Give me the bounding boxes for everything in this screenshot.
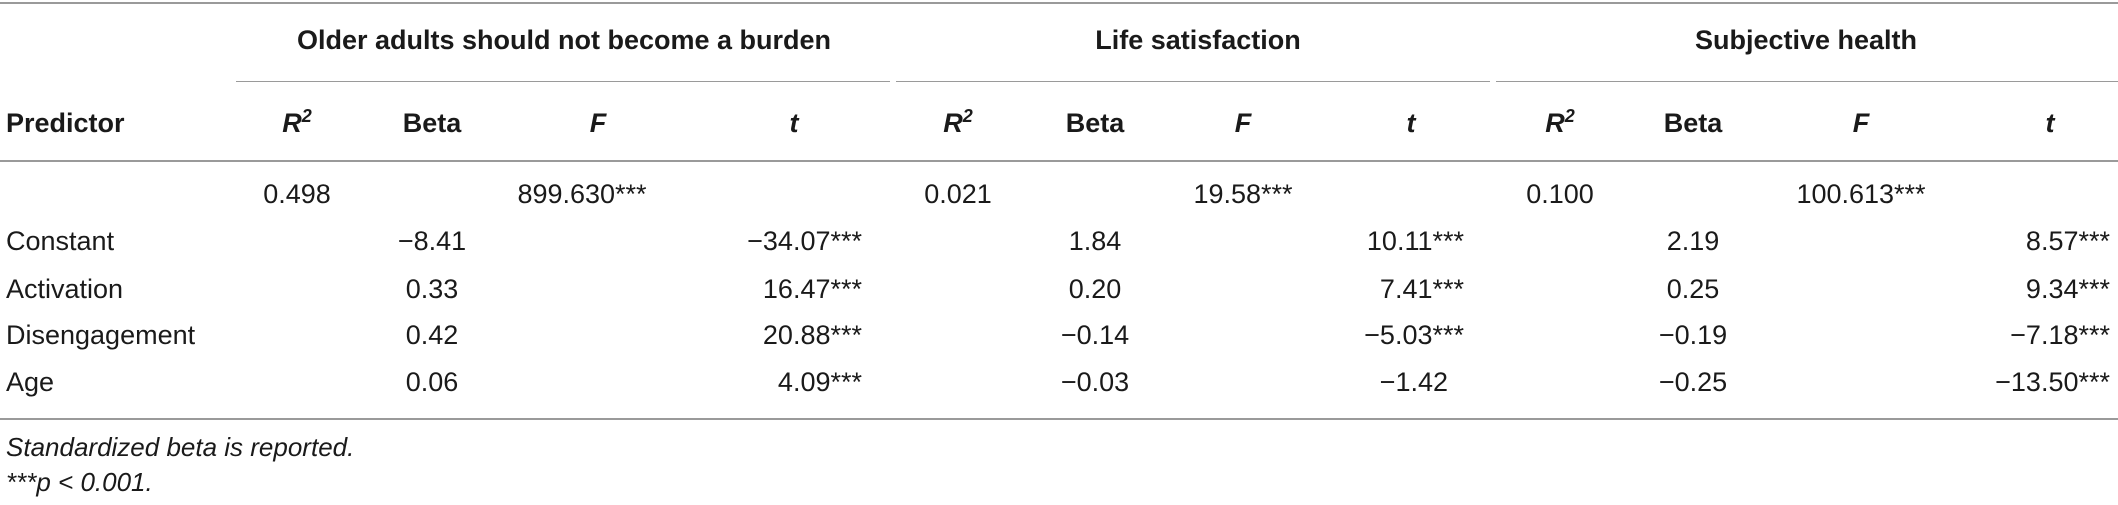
table-footnote: Standardized beta is reported.	[6, 432, 355, 462]
column-header-r2: R2	[1545, 106, 1575, 138]
model-f-value: 19.58***	[1193, 179, 1293, 209]
column-header-r2: R2	[943, 106, 973, 138]
t-value: −5.03***	[1364, 320, 1464, 350]
significance-footnote: ***p < 0.001.	[6, 467, 153, 497]
row-label: Age	[6, 367, 55, 397]
t-value: 8.57***	[2025, 226, 2110, 256]
beta-value: −0.25	[1658, 367, 1728, 397]
t-value: −7.18***	[2010, 320, 2110, 350]
t-value: 16.47***	[762, 274, 862, 304]
beta-value: −0.19	[1658, 320, 1728, 350]
t-value: −34.07***	[747, 226, 862, 256]
table-top-rule	[0, 2, 2118, 4]
column-header-beta: Beta	[1663, 108, 1723, 138]
model-f-value: 0.100	[1526, 179, 1594, 209]
row-label: Constant	[6, 226, 115, 256]
column-header-f: F	[1852, 108, 1870, 138]
beta-value: −0.03	[1060, 367, 1130, 397]
column-header-f: F	[1234, 108, 1252, 138]
t-value: 9.34***	[2025, 274, 2110, 304]
group-header-burden: Older adults should not become a burden	[296, 25, 832, 55]
beta-value: 0.25	[1666, 274, 1720, 304]
row-label: Activation	[6, 274, 124, 304]
column-header-t: t	[789, 108, 799, 138]
model-r2-value: 0.498	[263, 179, 331, 209]
row-label: Disengagement	[6, 320, 196, 350]
beta-value: 2.19	[1666, 226, 1720, 256]
t-value: 4.09***	[777, 367, 862, 397]
group-header-life-satisfaction: Life satisfaction	[1095, 25, 1301, 55]
model-f-value: 100.613***	[1796, 179, 1926, 209]
beta-value: 0.42	[405, 320, 459, 350]
beta-value: 0.33	[405, 274, 459, 304]
model-f-value: 899.630***	[517, 179, 647, 209]
column-header-beta: Beta	[402, 108, 462, 138]
beta-value: 0.06	[405, 367, 459, 397]
beta-value: −0.14	[1060, 320, 1130, 350]
t-value: 20.88***	[762, 320, 862, 350]
beta-value: 1.84	[1068, 226, 1122, 256]
column-header-r2: R2	[282, 106, 312, 138]
t-value: −1.42	[1379, 367, 1448, 397]
group-rule-2	[896, 81, 1490, 82]
beta-value: −8.41	[397, 226, 467, 256]
t-value: 10.11***	[1366, 226, 1464, 256]
column-header-predictor: Predictor	[6, 108, 125, 138]
beta-value: 0.20	[1068, 274, 1122, 304]
group-rule-3	[1496, 81, 2118, 82]
t-value: −13.50***	[1995, 367, 2110, 397]
column-header-t: t	[2045, 108, 2055, 138]
column-header-t: t	[1406, 108, 1416, 138]
table-bottom-rule	[0, 418, 2118, 420]
group-header-subjective-health: Subjective health	[1694, 25, 1918, 55]
t-value: 7.41***	[1379, 274, 1464, 304]
model-r2-value: 0.021	[924, 179, 992, 209]
group-rule-1	[236, 81, 890, 82]
column-header-f: F	[589, 108, 607, 138]
header-bottom-rule	[0, 160, 2118, 162]
column-header-beta: Beta	[1065, 108, 1125, 138]
